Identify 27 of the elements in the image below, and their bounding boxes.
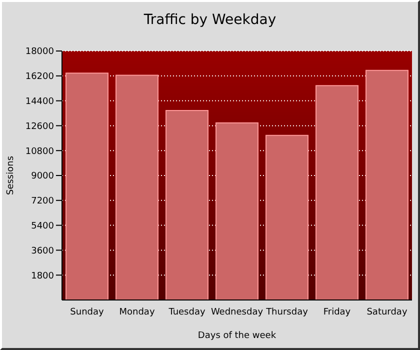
x-axis-title: Days of the week bbox=[198, 331, 277, 341]
bar bbox=[166, 110, 208, 300]
y-tick-label: 3600 bbox=[31, 246, 54, 256]
y-tick-label: 5400 bbox=[31, 221, 54, 232]
y-tick-label: 14400 bbox=[25, 96, 54, 107]
y-tick-label: 12600 bbox=[25, 122, 54, 132]
chart-title: Traffic by Weekday bbox=[142, 12, 278, 28]
y-tick-label: 7200 bbox=[31, 196, 54, 207]
x-tick-label: Wednesday bbox=[210, 307, 264, 318]
bar bbox=[316, 85, 358, 300]
x-tick-label: Monday bbox=[119, 307, 156, 318]
bar bbox=[66, 72, 108, 300]
y-tick-label: 1800 bbox=[31, 271, 54, 282]
y-tick-label: 16200 bbox=[25, 72, 54, 82]
x-tick-label: Sunday bbox=[70, 307, 105, 318]
x-tick-label: Tuesday bbox=[168, 307, 206, 318]
bar bbox=[266, 134, 308, 300]
x-tick-label: Thursday bbox=[265, 307, 309, 318]
y-axis-title: Sessions bbox=[6, 156, 16, 196]
y-tick-label: 18000 bbox=[25, 47, 54, 58]
bar bbox=[366, 70, 408, 300]
y-tick-label: 10800 bbox=[25, 146, 54, 157]
x-tick-label: Friday bbox=[323, 307, 352, 318]
bar bbox=[116, 74, 158, 300]
y-tick-label: 9000 bbox=[31, 172, 54, 182]
bar bbox=[216, 122, 258, 300]
x-tick-label: Saturday bbox=[366, 307, 408, 318]
